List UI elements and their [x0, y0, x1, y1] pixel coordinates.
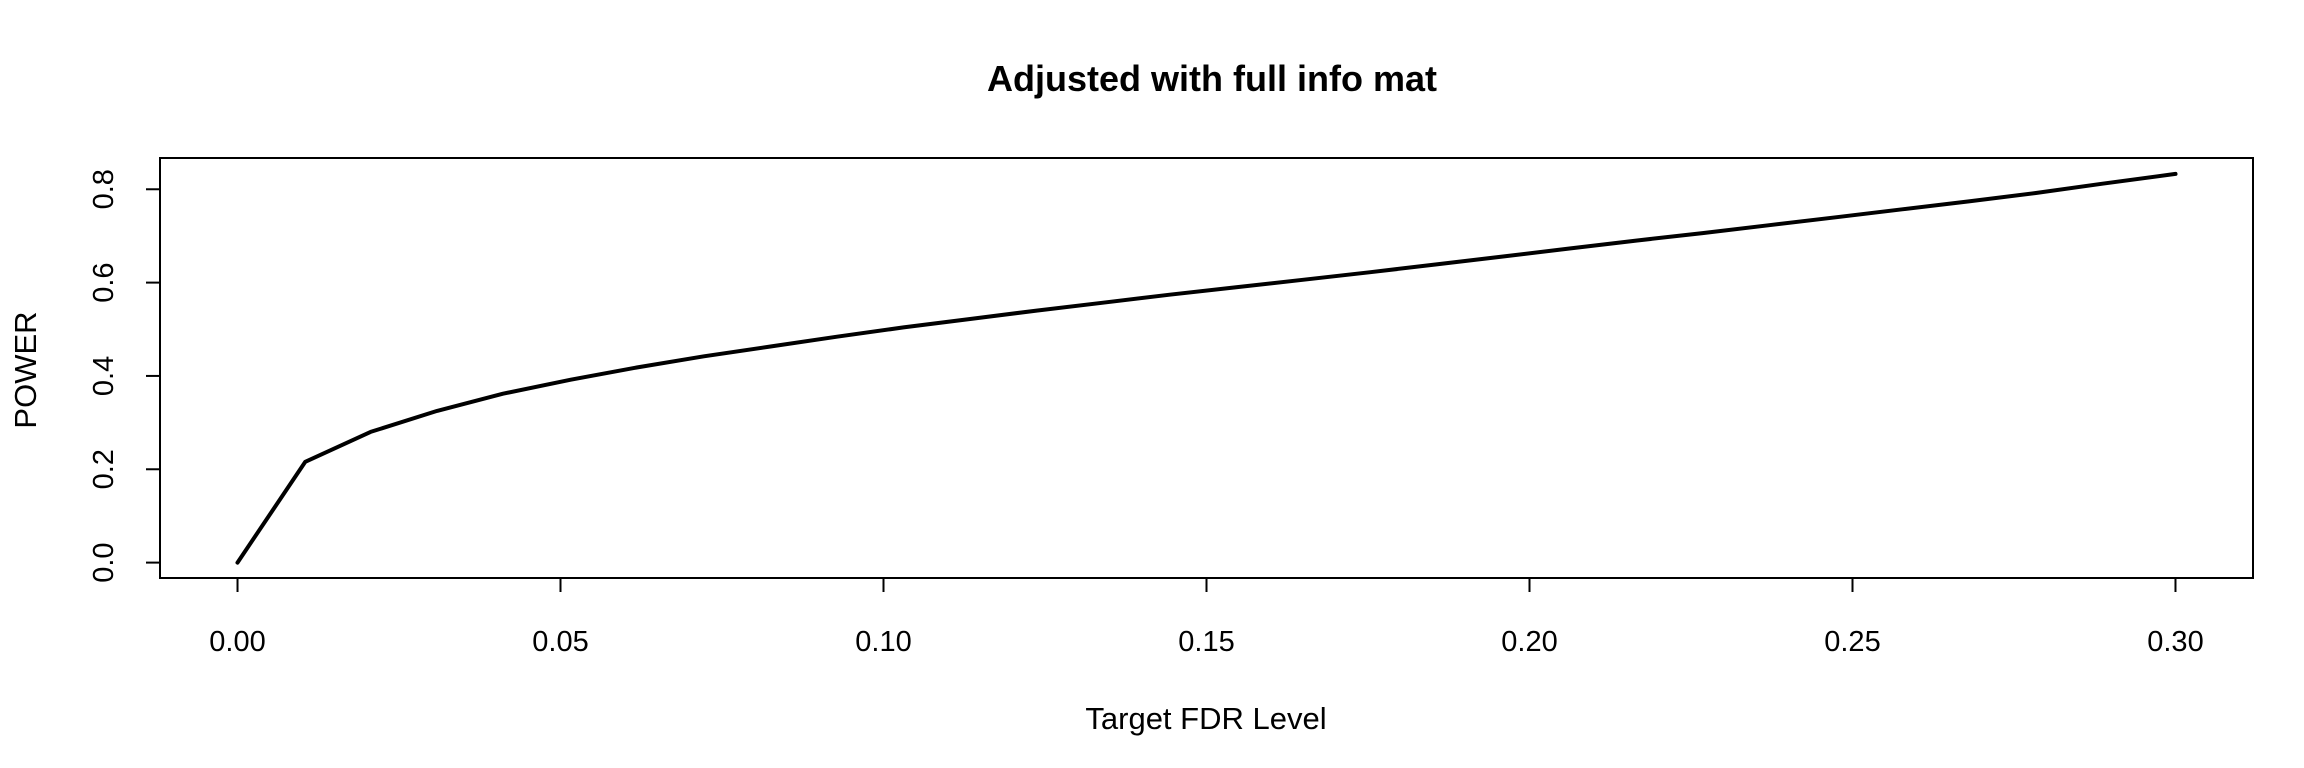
series-line — [235, 171, 2178, 565]
y-axis-title: POWER — [8, 311, 43, 428]
y-tick-label: 0.8 — [88, 169, 120, 209]
y-axis: 0.0 0.2 0.4 0.6 0.8 — [88, 169, 161, 583]
y-tick-label: 0.6 — [88, 262, 120, 302]
x-axis: 0.00 0.05 0.10 0.15 0.20 0.25 0.30 — [209, 577, 2204, 658]
x-tick-label: 0.20 — [1501, 626, 1557, 658]
y-tick-label: 0.0 — [88, 542, 120, 582]
x-tick-label: 0.15 — [1178, 626, 1234, 658]
x-axis-title: Target FDR Level — [1085, 701, 1326, 736]
x-tick-label: 0.30 — [2147, 626, 2203, 658]
x-tick-label: 0.10 — [855, 626, 911, 658]
x-tick-label: 0.25 — [1824, 626, 1880, 658]
y-tick-label: 0.2 — [88, 449, 120, 489]
plot-frame — [159, 157, 2254, 579]
x-tick-label: 0.05 — [532, 626, 588, 658]
chart-title: Adjusted with full info mat — [987, 58, 1437, 99]
y-tick-label: 0.4 — [88, 356, 120, 396]
x-tick-label: 0.00 — [209, 626, 265, 658]
